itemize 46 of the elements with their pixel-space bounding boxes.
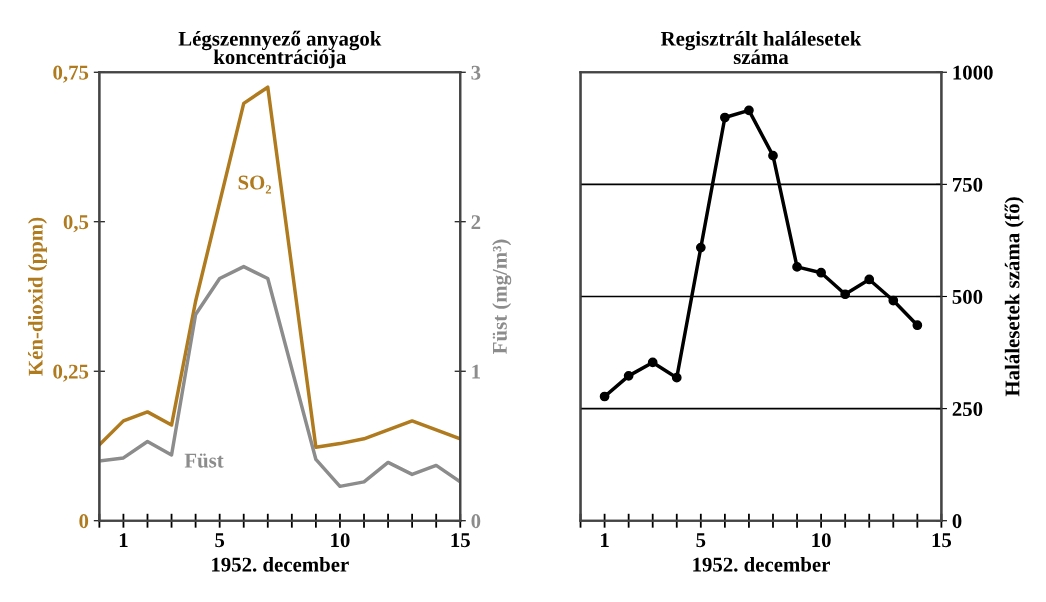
y2-axis-title: Halálesetek száma (fő): [1004, 197, 1024, 397]
line-series: [99, 85, 461, 449]
y-tick-label: 0,75: [53, 65, 89, 83]
point: [744, 105, 754, 116]
x-tick-label: 10: [331, 533, 350, 548]
chart-title: Légszennyező anyagok koncentrációja: [178, 30, 382, 69]
point: [647, 357, 658, 368]
y2-tick-label: 0: [952, 514, 962, 529]
y-tick-label: 0: [79, 514, 89, 529]
point: [792, 262, 802, 272]
x-tick-label: 5: [696, 533, 706, 548]
x-axis-title: 1952. december: [212, 556, 349, 572]
series-label: SO₂: [238, 175, 272, 194]
point: [888, 295, 899, 306]
point: [912, 320, 923, 331]
y2-tick-label: 1: [472, 364, 480, 379]
x-tick-label: 1: [119, 533, 128, 547]
x-axis-title: 1952. december: [693, 556, 830, 572]
x-tick-label: 15: [451, 533, 470, 548]
y2-tick-label: 250: [952, 401, 983, 417]
x-tick-label: 10: [812, 533, 831, 548]
point: [695, 242, 706, 253]
point: [720, 112, 730, 123]
point: [768, 150, 778, 161]
chart-title: Regisztrált halálesetek száma: [660, 31, 862, 65]
y2-tick-label: 2: [471, 215, 481, 229]
y-tick-label: 0,25: [53, 364, 89, 382]
y2-tick-label: 0: [471, 514, 481, 529]
y-tick-label: 0,5: [63, 215, 89, 233]
y-axis-title: Kén-dioxid (ppm): [28, 217, 47, 376]
point: [623, 371, 634, 381]
y2-tick-label: 1000: [953, 65, 993, 80]
x-tick-label: 5: [215, 533, 225, 548]
point: [671, 372, 682, 383]
y2-tick-label: 500: [952, 289, 983, 304]
y2-tick-label: 750: [953, 177, 983, 192]
y2-tick-label: 3: [471, 65, 481, 80]
line-series: [99, 264, 461, 489]
y2-axis-title: Füst (mg/m³): [492, 239, 512, 354]
x-tick-label: 15: [932, 533, 952, 548]
x-tick-label: 1: [601, 533, 609, 547]
point: [816, 267, 826, 278]
point: [840, 289, 851, 300]
series-label: Füst: [184, 453, 224, 468]
point: [864, 274, 875, 285]
point: [599, 391, 610, 402]
